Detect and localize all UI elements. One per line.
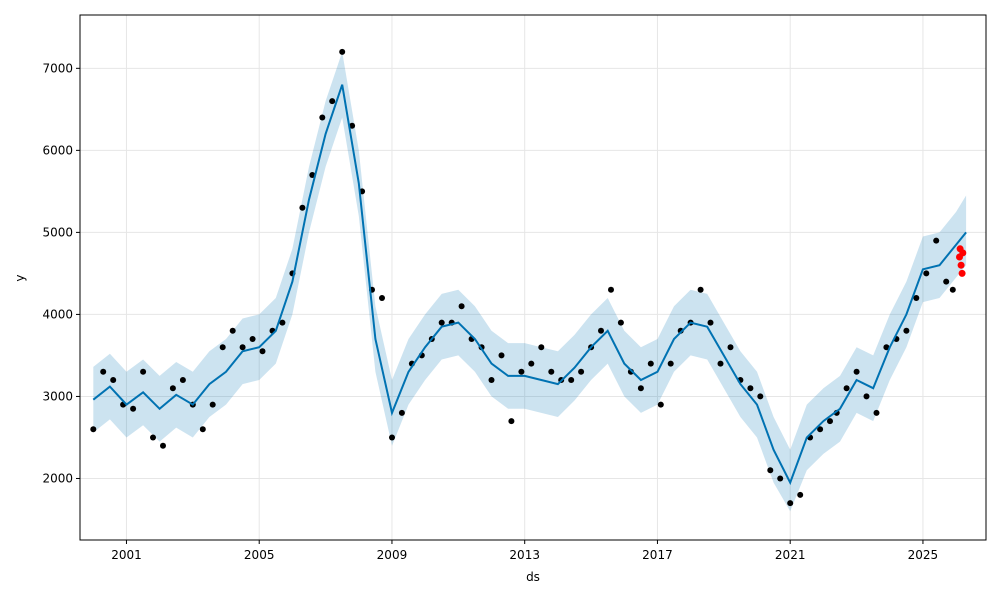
observed-point (873, 409, 880, 416)
observed-point (949, 286, 956, 293)
x-tick-label: 2001 (111, 548, 142, 562)
observed-point (863, 393, 870, 400)
observed-point (140, 368, 147, 375)
observed-point (747, 385, 754, 392)
observed-point (130, 405, 137, 412)
observed-point (329, 98, 336, 105)
observed-point (518, 368, 525, 375)
observed-point (943, 278, 950, 285)
observed-point (667, 360, 674, 367)
observed-point (100, 368, 107, 375)
observed-point (657, 401, 664, 408)
observed-point (309, 172, 316, 178)
x-axis: 2001 2005 2009 2013 2017 2021 2025 (111, 540, 938, 562)
observed-point (219, 344, 226, 351)
uncertainty-band-area (93, 51, 967, 512)
observed-point (199, 426, 206, 433)
observed-point (229, 327, 236, 334)
observed-point (389, 434, 395, 441)
observed-point (438, 319, 445, 326)
observed-point (239, 344, 246, 351)
forecast-line (92, 84, 967, 486)
observed-point (398, 409, 405, 416)
observed-point (548, 368, 555, 375)
grid (80, 15, 986, 540)
recent-actual-point (959, 249, 967, 257)
recent-actual-point (958, 269, 966, 277)
observed-point (817, 426, 824, 433)
observed-point (339, 48, 346, 55)
observed-point (259, 348, 266, 355)
observed-point (767, 467, 774, 474)
y-axis: 2000 3000 4000 5000 6000 7000 (42, 61, 80, 485)
observed-point (578, 368, 585, 375)
observed-point (913, 295, 920, 301)
observed-point (90, 426, 97, 433)
observed-point (637, 385, 644, 392)
observed-point (249, 336, 256, 342)
observed-point (707, 319, 714, 326)
x-tick-label: 2005 (244, 548, 275, 562)
observed-point (727, 344, 734, 351)
observed-point (508, 418, 515, 425)
observed-point (160, 442, 166, 449)
observed-point (528, 360, 535, 367)
y-tick-label: 6000 (42, 143, 73, 157)
observed-point (319, 114, 326, 121)
y-axis-label: y (13, 274, 27, 281)
y-tick-label: 3000 (42, 389, 73, 403)
observed-point (697, 286, 704, 293)
observed-point (568, 377, 575, 383)
observed-point (209, 401, 216, 408)
observed-point (598, 327, 604, 334)
observed-point (299, 204, 306, 211)
y-tick-label: 7000 (42, 61, 73, 75)
observed-point (458, 303, 465, 310)
observed-point (717, 360, 724, 367)
recent-actual-points (956, 245, 967, 277)
observed-point (538, 344, 545, 351)
observed-point (279, 319, 286, 326)
x-tick-label: 2017 (642, 548, 673, 562)
observed-point (179, 377, 186, 383)
observed-point (853, 368, 860, 375)
observed-point (349, 122, 356, 129)
observed-point (933, 237, 940, 244)
observed-point (498, 352, 505, 359)
recent-actual-point (957, 261, 965, 269)
plot-frame (79, 14, 987, 541)
observed-point (883, 344, 890, 351)
x-tick-label: 2013 (509, 548, 540, 562)
observed-point (843, 385, 850, 392)
uncertainty-band (93, 51, 967, 512)
observed-point (903, 327, 910, 334)
x-tick-label: 2021 (775, 548, 806, 562)
forecast-line-path (92, 84, 967, 486)
observed-point (150, 434, 156, 441)
observed-point (787, 500, 794, 507)
y-tick-label: 2000 (42, 471, 73, 485)
observed-point (647, 360, 654, 367)
observed-point (379, 295, 385, 301)
observed-point (797, 491, 804, 498)
observed-point (169, 385, 176, 392)
observed-point (827, 418, 833, 425)
observed-point (757, 393, 764, 400)
y-tick-label: 4000 (42, 307, 73, 321)
observed-point (110, 377, 117, 383)
observed-point (923, 270, 930, 277)
observed-point (777, 475, 784, 482)
x-tick-label: 2025 (908, 548, 939, 562)
y-tick-label: 5000 (42, 225, 73, 239)
x-tick-label: 2009 (377, 548, 408, 562)
x-axis-label: ds (526, 570, 540, 584)
observed-point (488, 377, 495, 383)
observed-point (617, 319, 624, 326)
observed-point (608, 286, 614, 293)
